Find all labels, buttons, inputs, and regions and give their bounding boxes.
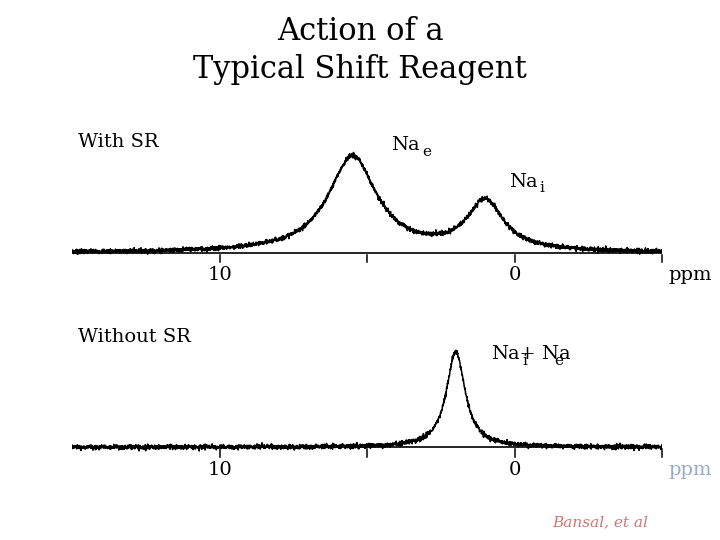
Text: ppm: ppm (668, 461, 712, 478)
Text: Action of a
Typical Shift Reagent: Action of a Typical Shift Reagent (193, 16, 527, 85)
Text: Bansal, et al: Bansal, et al (552, 515, 648, 529)
Text: e: e (554, 354, 564, 368)
Text: Na: Na (509, 173, 538, 191)
Text: Without SR: Without SR (78, 328, 191, 346)
Text: i: i (540, 181, 545, 195)
Text: ppm: ppm (668, 266, 712, 284)
Text: + Na: + Na (513, 345, 571, 363)
Text: With SR: With SR (78, 133, 158, 151)
Text: 0: 0 (508, 461, 521, 478)
Text: 0: 0 (508, 266, 521, 284)
Text: Na: Na (491, 345, 520, 363)
Text: Na: Na (391, 136, 420, 154)
Text: 10: 10 (207, 461, 232, 478)
Text: e: e (422, 145, 431, 159)
Text: i: i (522, 354, 527, 368)
Text: 10: 10 (207, 266, 232, 284)
